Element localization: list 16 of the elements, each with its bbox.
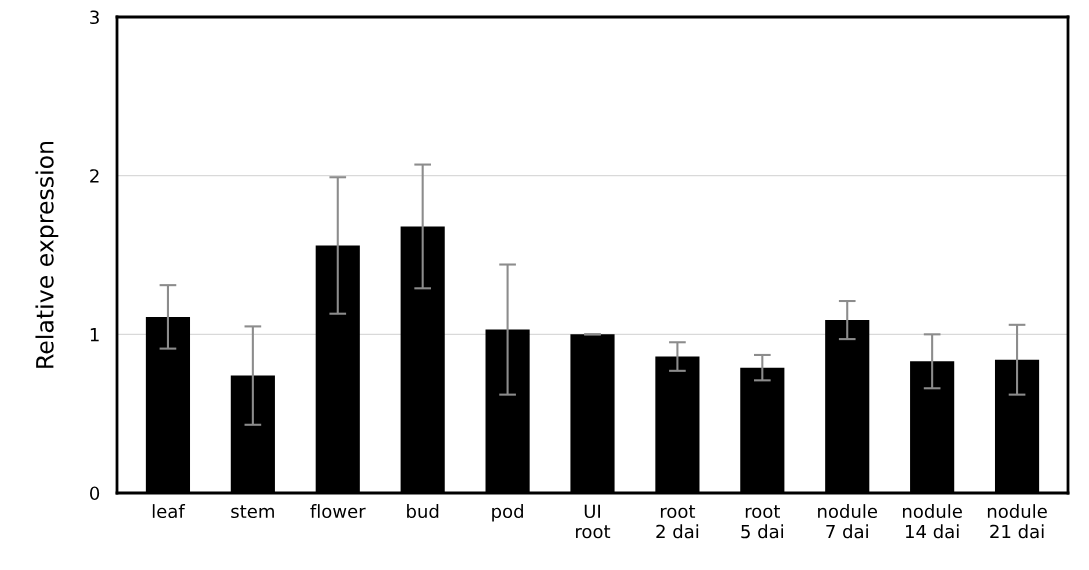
y-tick-label: 0 — [90, 486, 100, 501]
x-tick-label: nodule 14 dai — [903, 504, 962, 539]
y-tick-label: 1 — [90, 328, 99, 342]
x-tick-label: root 5 dai — [741, 505, 784, 539]
x-tick-label: stem — [231, 505, 274, 519]
y-tick-label: 3 — [90, 10, 99, 25]
y-axis-title: Relative expression — [35, 141, 59, 368]
x-tick-label: bud — [407, 504, 439, 519]
x-tick-label: leaf — [152, 504, 186, 519]
x-tick-label: root 2 dai — [656, 505, 699, 539]
x-tick-label: UI root — [576, 504, 611, 539]
x-tick-label: pod — [492, 504, 523, 522]
x-tick-label: flower — [310, 504, 366, 519]
y-tick-label: 2 — [90, 169, 99, 183]
x-tick-label: nodule 7 dai — [818, 504, 878, 539]
x-tick-label: nodule 21 dai — [987, 504, 1047, 539]
